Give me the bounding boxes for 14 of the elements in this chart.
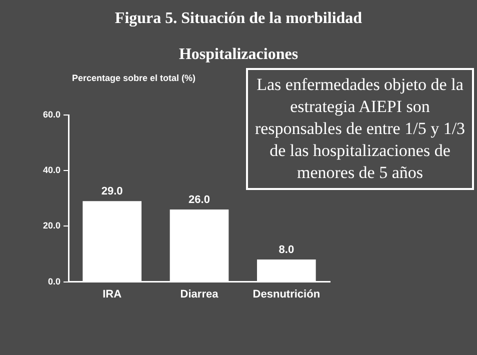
- data-label: 29.0: [101, 186, 123, 198]
- chart-title: Figura 5. Situación de la morbilidad: [114, 10, 364, 28]
- y-tick-label: 60.0: [42, 109, 61, 120]
- data-label: 26.0: [188, 194, 210, 206]
- annotation: Las enfermedades objeto de la estrategia AIEPI son responsables de entre 1/5 y 1/3 de las hospitalizaciones de menores de 5 años: [246, 68, 474, 190]
- x-tick-label: Desnutrición: [252, 288, 320, 300]
- y-tick-label: 0.0: [48, 276, 61, 286]
- y-axis-title: Percentage sobre el total (%): [72, 73, 196, 83]
- x-tick-label: Diarrea: [180, 288, 220, 300]
- y-tick-label: 40.0: [42, 165, 61, 176]
- chart-subtitle: Hospitalizaciones: [178, 46, 300, 64]
- data-label: 8.0: [278, 244, 294, 256]
- x-tick-label: IRA: [102, 288, 122, 300]
- y-tick-label: 20.0: [42, 220, 61, 231]
